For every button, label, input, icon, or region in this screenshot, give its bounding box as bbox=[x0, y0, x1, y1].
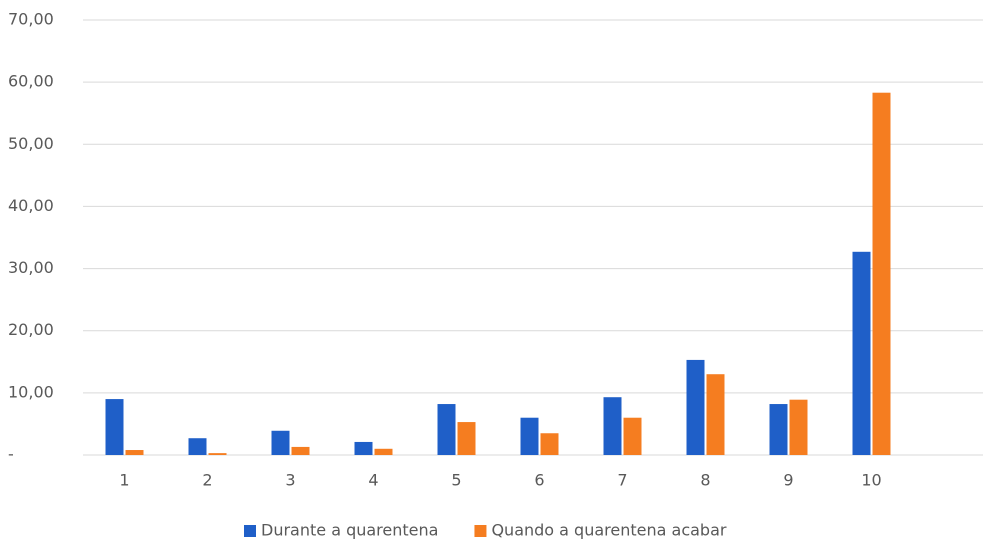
bar bbox=[872, 92, 891, 455]
bar bbox=[520, 417, 539, 455]
y-tick-label: 70,00 bbox=[8, 10, 54, 29]
legend-label: Quando a quarentena acabar bbox=[491, 521, 726, 540]
bar bbox=[105, 399, 124, 455]
bar bbox=[188, 438, 207, 455]
bar bbox=[603, 397, 622, 455]
x-tick-label: 3 bbox=[285, 471, 295, 490]
y-tick-label: 50,00 bbox=[8, 134, 54, 153]
bar bbox=[437, 404, 456, 455]
legend-swatch bbox=[244, 525, 256, 537]
x-tick-label: 5 bbox=[451, 471, 461, 490]
x-tick-label: 7 bbox=[617, 471, 627, 490]
bar bbox=[540, 433, 559, 455]
bar bbox=[208, 453, 227, 455]
bar bbox=[623, 417, 642, 455]
x-tick-label: 4 bbox=[368, 471, 378, 490]
bar bbox=[125, 450, 144, 455]
bar bbox=[374, 448, 393, 455]
y-tick-label: - bbox=[8, 445, 14, 464]
y-tick-label: 40,00 bbox=[8, 196, 54, 215]
x-tick-label: 1 bbox=[119, 471, 129, 490]
x-tick-label: 9 bbox=[783, 471, 793, 490]
y-tick-label: 20,00 bbox=[8, 320, 54, 339]
bar bbox=[354, 441, 373, 455]
x-tick-label: 10 bbox=[861, 471, 881, 490]
y-tick-label: 60,00 bbox=[8, 72, 54, 91]
bar bbox=[686, 359, 705, 455]
x-tick-label: 6 bbox=[534, 471, 544, 490]
bar bbox=[271, 430, 290, 455]
bar bbox=[769, 404, 788, 455]
x-tick-label: 2 bbox=[202, 471, 212, 490]
x-tick-label: 8 bbox=[700, 471, 710, 490]
y-tick-label: 30,00 bbox=[8, 258, 54, 277]
y-tick-label: 10,00 bbox=[8, 382, 54, 401]
bar bbox=[706, 374, 725, 455]
bar bbox=[457, 422, 476, 455]
bar bbox=[852, 251, 871, 455]
bar bbox=[291, 446, 310, 455]
bar bbox=[789, 399, 808, 455]
legend-label: Durante a quarentena bbox=[261, 521, 438, 540]
legend-swatch bbox=[474, 525, 487, 537]
